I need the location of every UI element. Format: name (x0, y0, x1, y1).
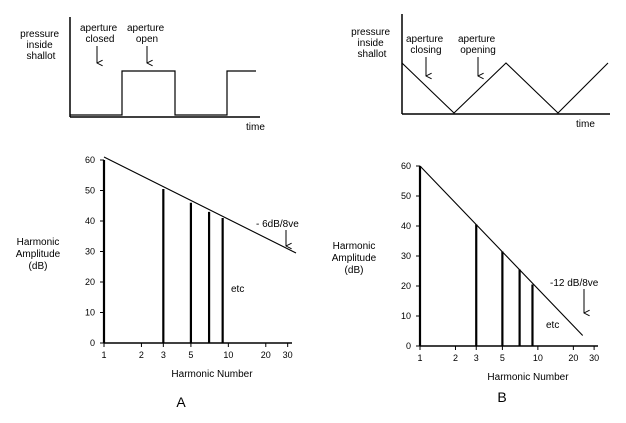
waveform-b-annotation-closing: aperture closing (406, 34, 446, 56)
spectrum-chart-a: 0 10 20 30 40 50 60 1 2 3 5 10 20 30 - 6dB/8ve etc Harmo… (16, 155, 299, 410)
y-axis-label: Harmonic Amplitude (dB) (332, 241, 377, 276)
slope-label: - 6dB/8ve (256, 219, 299, 230)
y-tick-label: 30 (401, 251, 411, 261)
waveform-a-annotation-open: aperture open (127, 23, 167, 45)
x-tick-label: 3 (161, 350, 166, 360)
etc-label: etc (231, 284, 244, 295)
y-tick-label: 30 (85, 247, 95, 257)
y-axis-label-line: Amplitude (16, 249, 61, 260)
y-tick-label: 0 (90, 338, 95, 348)
x-tick-label: 5 (500, 353, 505, 363)
slope-label: -12 dB/8ve (550, 278, 599, 289)
y-tick-label: 10 (85, 308, 95, 318)
x-tick-label: 1 (101, 350, 106, 360)
x-tick-label: 2 (453, 353, 458, 363)
x-tick-label: 30 (283, 350, 293, 360)
y-tick-label: 60 (85, 155, 95, 165)
x-tick-label: 5 (188, 350, 193, 360)
x-tick-label: 20 (568, 353, 578, 363)
y-axis-label-line: Amplitude (332, 253, 377, 264)
etc-label: etc (546, 320, 559, 331)
spectrum-chart-b: 0 10 20 30 40 50 60 1 2 3 5 10 20 30 -12 dB/8ve etc Harm… (332, 161, 599, 405)
waveform-b-xlabel: time (576, 119, 595, 130)
panel-label: A (176, 394, 186, 410)
waveform-b-triangle-wave (401, 62, 609, 114)
y-tick-label: 40 (85, 216, 95, 226)
x-tick-label: 2 (139, 350, 144, 360)
waveform-a-annotation-closed: aperture closed (80, 23, 120, 45)
y-axis-label: Harmonic Amplitude (dB) (16, 237, 61, 272)
y-axis-label-line: (dB) (29, 261, 48, 272)
x-tick-label: 30 (589, 353, 599, 363)
y-tick-label: 20 (85, 277, 95, 287)
y-tick-label: 20 (401, 281, 411, 291)
y-axis-label-line: Harmonic (17, 237, 60, 248)
y-axis-label-line: (dB) (345, 265, 364, 276)
y-tick-label: 50 (85, 186, 95, 196)
slope-line (103, 156, 297, 254)
y-tick-label: 0 (406, 341, 411, 351)
y-tick-label: 40 (401, 221, 411, 231)
waveform-a-xlabel: time (246, 122, 265, 133)
x-tick-label: 10 (533, 353, 543, 363)
x-tick-label: 20 (261, 350, 271, 360)
waveform-a: pressure inside shallot aperture closed … (20, 17, 265, 133)
x-axis-label: Harmonic Number (171, 369, 253, 380)
waveform-b: pressure inside shallot aperture closing… (351, 14, 610, 130)
y-tick-label: 10 (401, 311, 411, 321)
x-tick-label: 1 (417, 353, 422, 363)
waveform-a-square-wave (70, 70, 256, 116)
y-tick-label: 60 (401, 161, 411, 171)
panel-label: B (497, 389, 506, 405)
waveform-b-ylabel: pressure inside shallot (351, 27, 393, 60)
slope-line (419, 165, 584, 336)
x-tick-label: 10 (223, 350, 233, 360)
waveform-b-annotation-opening: aperture opening (458, 34, 498, 56)
waveform-a-ylabel: pressure inside shallot (20, 29, 62, 62)
y-tick-label: 50 (401, 191, 411, 201)
x-tick-label: 3 (474, 353, 479, 363)
y-axis-label-line: Harmonic (333, 241, 376, 252)
x-axis-label: Harmonic Number (487, 372, 569, 383)
